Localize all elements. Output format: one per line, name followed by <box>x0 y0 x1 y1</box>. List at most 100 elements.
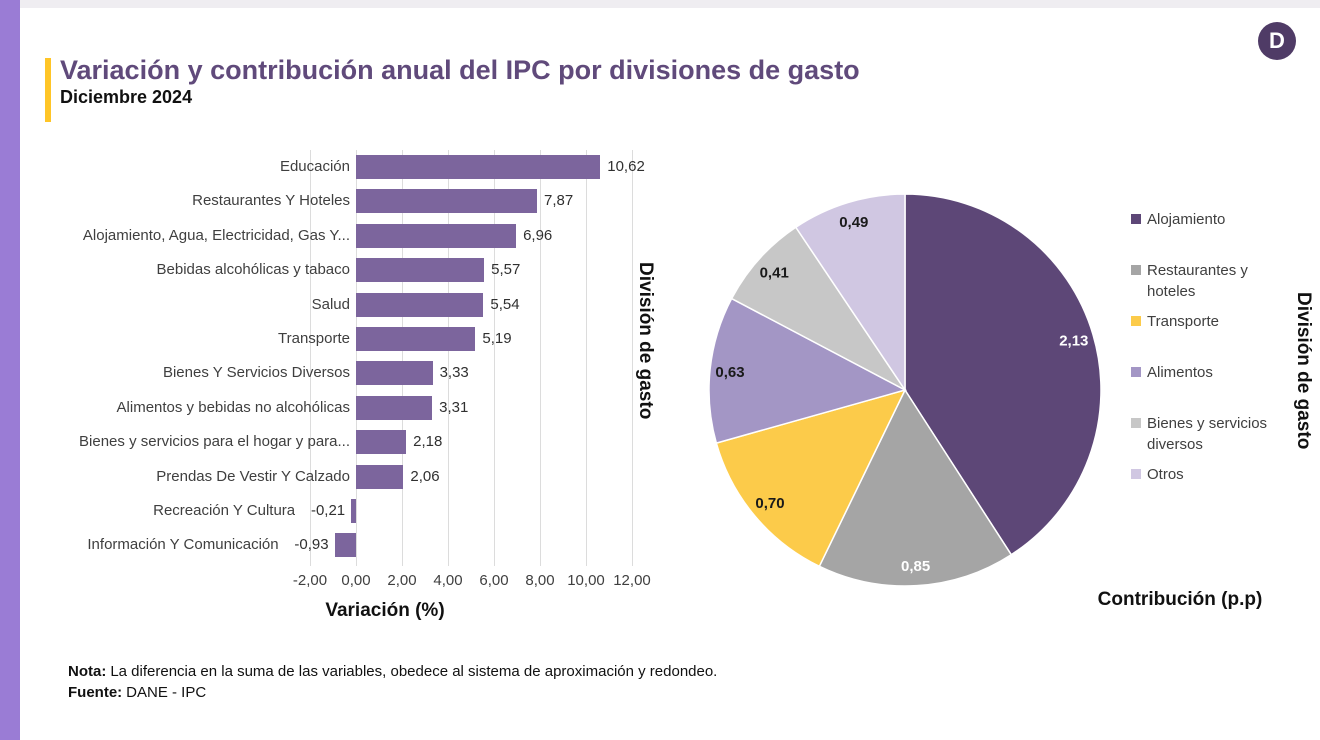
bar[interactable] <box>334 533 356 558</box>
x-tick-label: 12,00 <box>613 572 651 589</box>
pie-slice-value-label: 0,70 <box>755 495 784 512</box>
bar-value-label: 2,18 <box>413 433 443 451</box>
pie-slice-3[interactable] <box>715 388 907 568</box>
pie-slice-1[interactable] <box>904 193 1102 556</box>
gridline <box>632 150 633 566</box>
bar[interactable] <box>356 395 433 420</box>
bar-category-label: Bebidas alcohólicas y tabaco <box>156 261 350 279</box>
legend-label: Transporte <box>1147 313 1219 330</box>
bar-category-label: Transporte <box>278 330 350 347</box>
top-edge-strip <box>20 0 1320 8</box>
pie-legend: Alojamiento Restaurantes y hoteles Transpo… <box>1131 207 1291 497</box>
bar-value-label: -0,93 <box>294 536 329 554</box>
bar[interactable] <box>351 499 356 523</box>
source-label: Fuente: <box>68 684 123 701</box>
legend-swatch <box>1131 316 1141 326</box>
legend-swatch <box>1131 214 1141 224</box>
bar-category-label: Información Y Comunicación <box>87 536 279 554</box>
legend-item-6[interactable]: Otros <box>1131 464 1281 485</box>
bar-value-label: 6,96 <box>523 226 553 244</box>
bar-value-label: 5,57 <box>491 261 521 279</box>
bar[interactable] <box>356 189 537 214</box>
bar[interactable] <box>356 361 433 386</box>
note-line: Nota: La diferencia en la suma de las var… <box>68 663 717 680</box>
gridline <box>310 150 311 566</box>
legend-swatch <box>1131 265 1141 275</box>
gridline <box>494 150 495 566</box>
gridline <box>540 150 541 566</box>
bar-value-label: 7,87 <box>544 192 574 210</box>
legend-item-3[interactable]: Transporte <box>1131 311 1281 332</box>
title-accent-bar <box>45 58 51 122</box>
legend-item-1[interactable]: Alojamiento <box>1131 209 1281 230</box>
bar-category-label: Educación <box>279 158 350 175</box>
bar-chart-x-axis-title: Variación (%) <box>325 600 445 621</box>
bar-category-label: Prendas De Vestir Y Calzado <box>156 467 350 485</box>
bar[interactable] <box>356 223 517 248</box>
x-tick-label: 2,00 <box>387 572 417 589</box>
bar[interactable] <box>356 155 601 179</box>
bar-category-label: Bienes Y Servicios Diversos <box>162 364 350 382</box>
bar-value-label: 10,62 <box>607 158 645 175</box>
x-tick-label: 0,00 <box>341 572 371 589</box>
bar-category-label: Alimentos y bebidas no alcohólicas <box>116 398 350 416</box>
gridline <box>356 150 357 566</box>
bar-category-label: Alojamiento, Agua, Electricidad, Gas Y..… <box>82 226 350 244</box>
pie-slice-value-label: 0,85 <box>901 558 930 575</box>
gridline <box>402 150 403 566</box>
bar-value-label: 5,54 <box>490 295 520 313</box>
page-subtitle: Diciembre 2024 <box>60 87 193 107</box>
x-tick-label: 4,00 <box>433 572 463 589</box>
legend-swatch <box>1131 469 1141 479</box>
bar-value-label: 3,31 <box>439 398 469 416</box>
header: Variación y contribución anual del IPC p… <box>60 55 1060 108</box>
pie-chart: 2,13 0,85 0,70 0,63 0,41 0,49 <box>708 193 1102 587</box>
legend-label: Bienes y servicios diversos <box>1147 415 1268 453</box>
note-label: Nota: <box>68 663 107 680</box>
pie-slice-value-label: 0,41 <box>760 265 789 282</box>
legend-label: Restaurantes y hoteles <box>1147 262 1248 300</box>
pie-slice-value-label: 0,63 <box>715 364 744 381</box>
legend-label: Alojamiento <box>1147 211 1226 228</box>
legend-swatch <box>1131 418 1141 428</box>
legend-item-5[interactable]: Bienes y servicios diversos <box>1131 413 1281 455</box>
x-tick-label: -2,00 <box>292 572 328 589</box>
bar-chart-y-axis-title: División de gasto <box>635 262 656 420</box>
note-text: La diferencia en la suma de las variable… <box>110 663 718 680</box>
pie-slice-value-label: 2,13 <box>1059 333 1088 350</box>
pie-chart-caption: Contribución (p.p) <box>1097 589 1263 610</box>
source-text: DANE - IPC <box>126 684 207 701</box>
gridline <box>586 150 587 566</box>
legend-label: Alimentos <box>1147 364 1213 381</box>
bar-value-label: 3,33 <box>439 364 469 382</box>
bar-value-label: 5,19 <box>482 330 512 347</box>
bar[interactable] <box>356 292 484 317</box>
bar[interactable] <box>356 430 407 455</box>
pie-slice-4[interactable] <box>708 297 908 445</box>
x-tick-label: 10,00 <box>567 572 605 589</box>
pie-slice-2[interactable] <box>818 388 1013 587</box>
bar-category-label: Recreación Y Cultura <box>153 502 296 519</box>
bar-chart: Variación (%) -2,00 0,00 2,00 4,00 6,00 8,00 1… <box>20 150 675 640</box>
x-tick-label: 8,00 <box>525 572 555 589</box>
legend-item-4[interactable]: Alimentos <box>1131 362 1281 383</box>
dane-logo: D <box>1258 22 1296 60</box>
legend-label: Otros <box>1147 466 1184 483</box>
bar-value-label: 2,06 <box>410 467 440 485</box>
bar[interactable] <box>356 258 485 283</box>
pie-slice-value-label: 0,49 <box>839 214 868 231</box>
bar[interactable] <box>356 464 404 489</box>
source-line: Fuente: DANE - IPC <box>68 684 206 701</box>
gridline <box>448 150 449 566</box>
x-tick-label: 6,00 <box>479 572 509 589</box>
legend-item-2[interactable]: Restaurantes y hoteles <box>1131 260 1281 302</box>
bar-value-label: -0,21 <box>310 502 346 519</box>
bar[interactable] <box>356 327 476 351</box>
page-title: Variación y contribución anual del IPC p… <box>60 55 860 85</box>
legend-swatch <box>1131 367 1141 377</box>
bar-category-label: Bienes y servicios para el hogar y para.… <box>79 433 350 451</box>
pie-slice-5[interactable] <box>730 226 906 391</box>
pie-chart-y-axis-title: División de gasto <box>1293 292 1314 450</box>
pie-slice-6[interactable] <box>794 193 906 393</box>
